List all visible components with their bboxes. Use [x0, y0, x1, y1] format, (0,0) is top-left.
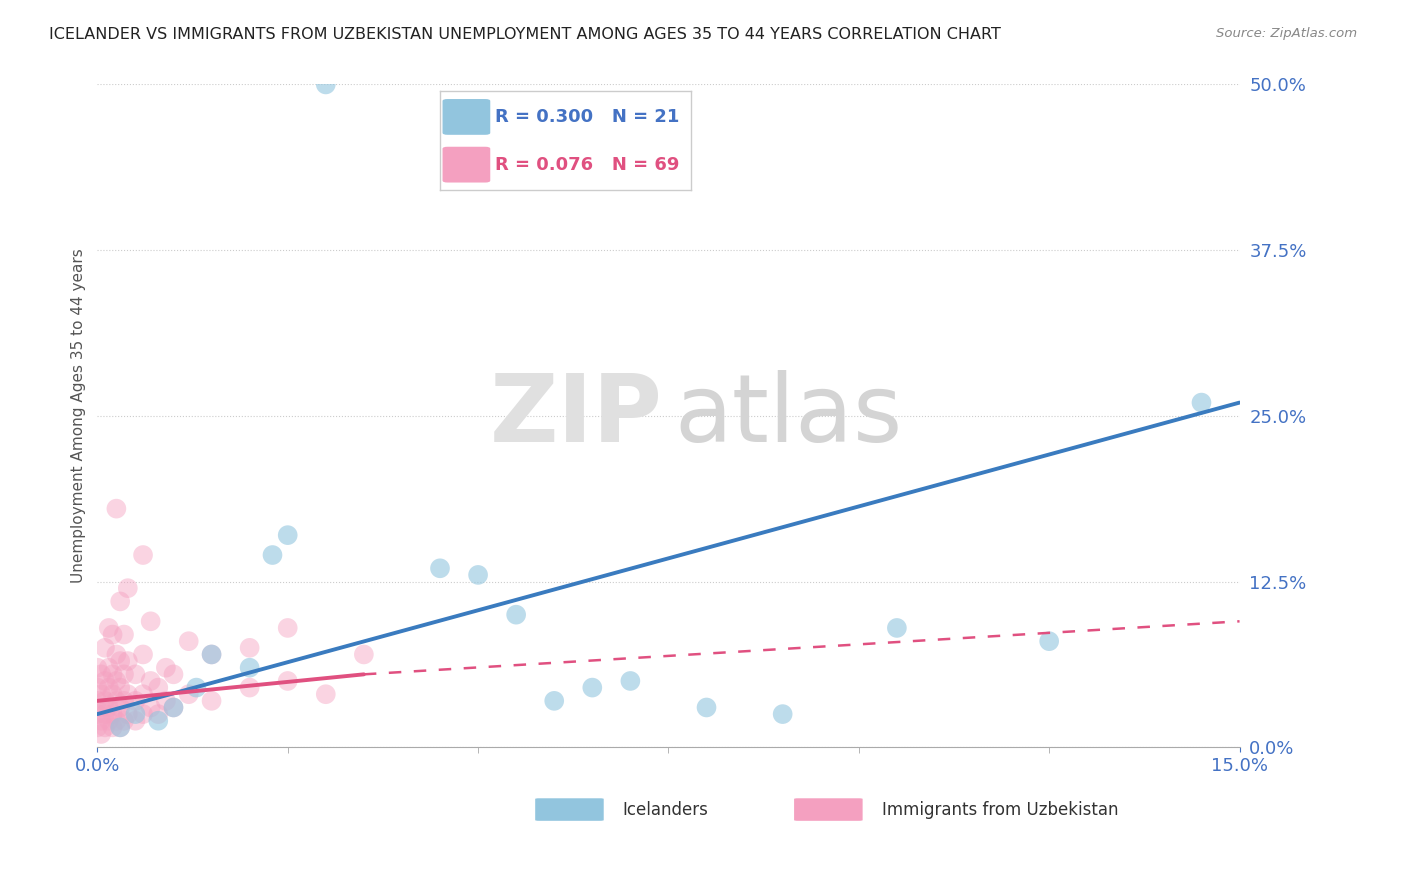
Point — [90, 727, 112, 741]
Point — [315, 687, 337, 701]
Point — [124, 707, 146, 722]
FancyBboxPatch shape — [536, 798, 603, 821]
Point — [101, 627, 124, 641]
Point — [112, 714, 135, 728]
Point — [112, 627, 135, 641]
Point — [97, 714, 120, 728]
Point — [112, 694, 135, 708]
Point — [619, 673, 641, 688]
Point — [105, 714, 128, 728]
Point — [353, 648, 375, 662]
Point — [162, 700, 184, 714]
Point — [177, 634, 200, 648]
Point — [108, 594, 131, 608]
Point — [239, 681, 262, 695]
Point — [108, 700, 131, 714]
Point — [148, 681, 170, 695]
Point — [105, 694, 128, 708]
Point — [86, 661, 108, 675]
Point — [108, 681, 131, 695]
Point — [117, 707, 139, 722]
Text: Icelanders: Icelanders — [623, 800, 709, 819]
Point — [277, 673, 299, 688]
FancyBboxPatch shape — [794, 798, 863, 821]
Text: ZIP: ZIP — [489, 370, 662, 462]
Point — [101, 720, 124, 734]
Point — [124, 694, 146, 708]
Point — [90, 687, 112, 701]
Point — [467, 568, 489, 582]
Point — [112, 667, 135, 681]
Text: Source: ZipAtlas.com: Source: ZipAtlas.com — [1216, 27, 1357, 40]
Point — [139, 615, 162, 629]
Point — [94, 707, 117, 722]
Point — [277, 621, 299, 635]
Point — [101, 687, 124, 701]
Point — [239, 640, 262, 655]
Point — [132, 648, 155, 662]
Point — [101, 667, 124, 681]
Point — [581, 681, 603, 695]
Text: Immigrants from Uzbekistan: Immigrants from Uzbekistan — [882, 800, 1118, 819]
Point — [148, 707, 170, 722]
Point — [97, 700, 120, 714]
Point — [239, 661, 262, 675]
Point — [117, 687, 139, 701]
Point — [124, 667, 146, 681]
Point — [139, 673, 162, 688]
Point — [132, 687, 155, 701]
Point — [162, 667, 184, 681]
Point — [1038, 634, 1060, 648]
Point — [543, 694, 565, 708]
Point — [86, 720, 108, 734]
Point — [97, 681, 120, 695]
Point — [505, 607, 527, 622]
Point — [94, 694, 117, 708]
Point — [162, 700, 184, 714]
Point — [186, 681, 208, 695]
Point — [105, 648, 128, 662]
Point — [86, 707, 108, 722]
Text: atlas: atlas — [673, 370, 903, 462]
Point — [108, 720, 131, 734]
Point — [124, 714, 146, 728]
Point — [86, 681, 108, 695]
Point — [90, 667, 112, 681]
Point — [200, 648, 222, 662]
Point — [200, 648, 222, 662]
Point — [315, 78, 337, 92]
Point — [200, 694, 222, 708]
Point — [148, 714, 170, 728]
Point — [886, 621, 908, 635]
Y-axis label: Unemployment Among Ages 35 to 44 years: Unemployment Among Ages 35 to 44 years — [72, 249, 86, 583]
Point — [132, 548, 155, 562]
Point — [155, 661, 177, 675]
Point — [94, 673, 117, 688]
Point — [277, 528, 299, 542]
Point — [108, 654, 131, 668]
Point — [696, 700, 718, 714]
Point — [108, 720, 131, 734]
Point — [90, 714, 112, 728]
Point — [101, 707, 124, 722]
Point — [155, 694, 177, 708]
Point — [117, 654, 139, 668]
Point — [132, 707, 155, 722]
Point — [177, 687, 200, 701]
Point — [94, 640, 117, 655]
Point — [262, 548, 284, 562]
Point — [90, 700, 112, 714]
Point — [105, 501, 128, 516]
Point — [86, 694, 108, 708]
Text: ICELANDER VS IMMIGRANTS FROM UZBEKISTAN UNEMPLOYMENT AMONG AGES 35 TO 44 YEARS C: ICELANDER VS IMMIGRANTS FROM UZBEKISTAN … — [49, 27, 1001, 42]
Point — [94, 720, 117, 734]
Point — [105, 673, 128, 688]
Point — [97, 621, 120, 635]
Point — [1191, 395, 1213, 409]
Point — [97, 661, 120, 675]
Point — [117, 581, 139, 595]
Point — [429, 561, 451, 575]
Point — [772, 707, 794, 722]
Point — [139, 700, 162, 714]
